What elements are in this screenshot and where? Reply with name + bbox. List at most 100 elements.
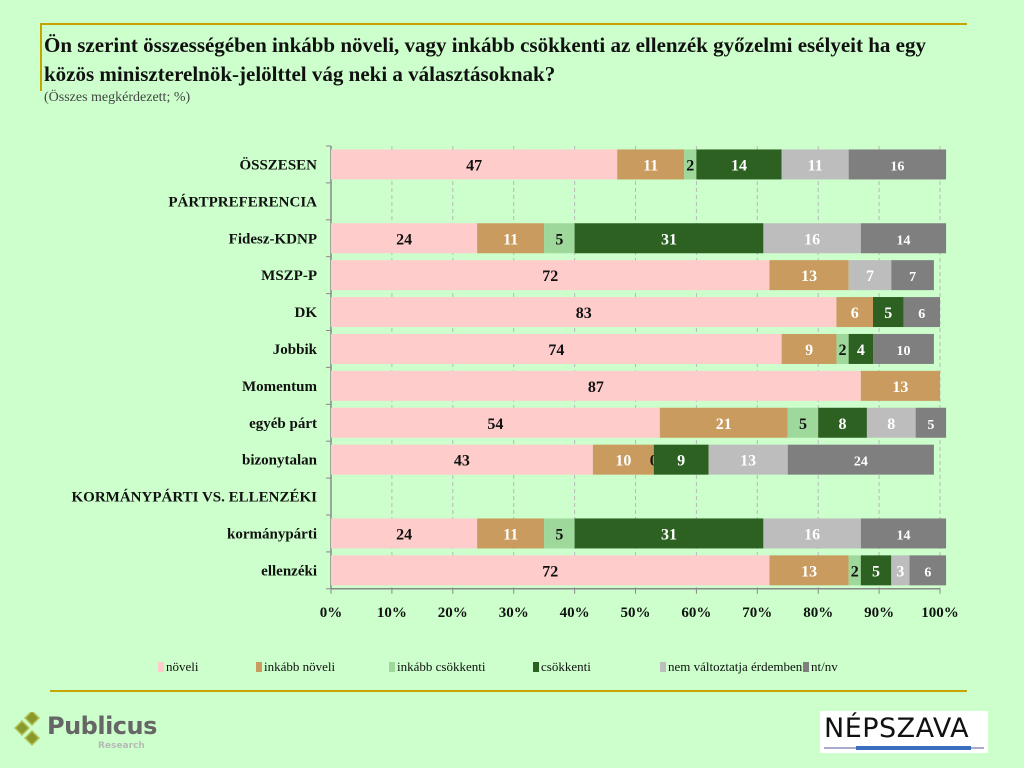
legend-swatch <box>533 662 539 672</box>
publicus-logo-subtext: Research <box>98 741 145 751</box>
bar-segment-1 <box>769 260 849 291</box>
data-label: 24 <box>396 526 412 543</box>
legend-label: nt/nv <box>811 659 838 674</box>
data-label: 10 <box>615 453 631 470</box>
data-label: 14 <box>896 528 910 543</box>
x-tick-label: 10% <box>377 605 407 621</box>
data-label: 8 <box>839 416 847 433</box>
legend-label: növeli <box>166 659 199 674</box>
bar-segment-5 <box>873 333 934 364</box>
category-label: bizonytalan <box>242 453 318 469</box>
data-label: 5 <box>927 418 934 433</box>
bar-segment-3 <box>848 333 874 364</box>
title-top-rule <box>40 23 967 25</box>
data-label: 2 <box>839 342 847 359</box>
data-label: 11 <box>643 157 658 174</box>
bar-segment-4 <box>848 260 892 291</box>
data-label: 5 <box>555 526 563 543</box>
data-label: 14 <box>731 157 747 174</box>
data-label: 72 <box>542 563 558 580</box>
bar-segment-5 <box>848 149 947 180</box>
bar-segment-5 <box>860 518 947 549</box>
bar-segment-0 <box>331 260 770 291</box>
bar-segment-5 <box>860 223 947 254</box>
bar-segment-1 <box>477 223 545 254</box>
data-label: 13 <box>801 268 817 285</box>
data-label: 5 <box>884 305 892 322</box>
x-tick-label: 70% <box>742 605 772 621</box>
bar-segment-3 <box>574 518 764 549</box>
legend-swatch <box>660 662 666 672</box>
data-label: 5 <box>799 416 807 433</box>
bar-segment-3 <box>696 149 782 180</box>
data-label: 7 <box>909 270 916 285</box>
bar-segment-4 <box>763 223 861 254</box>
bar-segment-1 <box>836 297 874 328</box>
data-label: 24 <box>396 231 412 248</box>
bar-segment-1 <box>592 444 654 475</box>
data-label: 5 <box>872 563 880 580</box>
data-label: 87 <box>588 379 604 396</box>
bar-segment-0 <box>331 370 861 401</box>
bar-segment-0 <box>331 444 593 475</box>
x-tick-label: 100% <box>921 605 959 621</box>
bar-segment-3 <box>860 555 892 586</box>
category-group-header: KORMÁNYPÁRTI VS. ELLENZÉKI <box>72 489 318 506</box>
data-label: 6 <box>924 565 931 580</box>
data-label: 2 <box>851 563 859 580</box>
bar-segment-0 <box>331 518 478 549</box>
bar-segment-1 <box>659 407 788 438</box>
category-label: Momentum <box>242 379 317 395</box>
data-label: 6 <box>918 307 925 322</box>
bar-segment-0 <box>331 407 660 438</box>
bar-segment-4 <box>763 518 861 549</box>
legend-swatch <box>256 662 262 672</box>
legend-swatch <box>389 662 395 672</box>
data-label: 47 <box>466 157 482 174</box>
data-label: 9 <box>677 453 685 470</box>
bar-segment-5 <box>915 407 947 438</box>
bar-segment-3 <box>653 444 709 475</box>
bar-segment-3 <box>818 407 867 438</box>
data-label: 16 <box>890 159 904 174</box>
data-label: 16 <box>804 526 820 543</box>
bar-segment-1 <box>617 149 685 180</box>
data-label: 31 <box>661 231 677 248</box>
data-label: 72 <box>542 268 558 285</box>
data-label: 9 <box>805 342 813 359</box>
x-tick-label: 80% <box>803 605 833 621</box>
bar-segment-4 <box>781 149 849 180</box>
bar-segment-4 <box>708 444 788 475</box>
legend-swatch <box>803 662 809 672</box>
bar-segment-5 <box>909 555 947 586</box>
data-label: 3 <box>896 563 904 580</box>
footer-rule <box>50 690 967 692</box>
data-label: 10 <box>896 344 910 359</box>
bar-segment-1 <box>860 370 940 401</box>
data-label: 8 <box>887 416 895 433</box>
bar-segment-0 <box>331 223 478 254</box>
bar-segment-4 <box>891 555 910 586</box>
data-label: 4 <box>857 342 865 359</box>
category-group-header: PÁRTPREFERENCIA <box>168 193 317 210</box>
data-label: 74 <box>548 342 564 359</box>
category-group-header: ÖSSZESEN <box>239 156 317 173</box>
data-label: 43 <box>454 453 470 470</box>
bar-segment-2 <box>544 223 575 254</box>
bar-segment-2 <box>544 518 575 549</box>
bar-segment-2 <box>684 149 697 180</box>
data-label: 6 <box>851 305 859 322</box>
legend-label: inkább csökkenti <box>397 659 486 674</box>
data-label: 11 <box>503 231 518 248</box>
nepszava-logo-strip <box>856 746 971 750</box>
x-tick-label: 0% <box>320 605 343 621</box>
data-label: 24 <box>854 455 868 470</box>
bar-segment-1 <box>477 518 545 549</box>
nepszava-logo-text: NÉPSZAVA <box>824 713 970 744</box>
x-tick-label: 20% <box>438 605 468 621</box>
bar-segment-3 <box>574 223 764 254</box>
publicus-logo-text: Publicus <box>47 712 157 740</box>
legend-label: inkább növeli <box>264 659 336 674</box>
category-label: kormánypárti <box>227 526 317 542</box>
bar-segment-5 <box>891 260 934 291</box>
